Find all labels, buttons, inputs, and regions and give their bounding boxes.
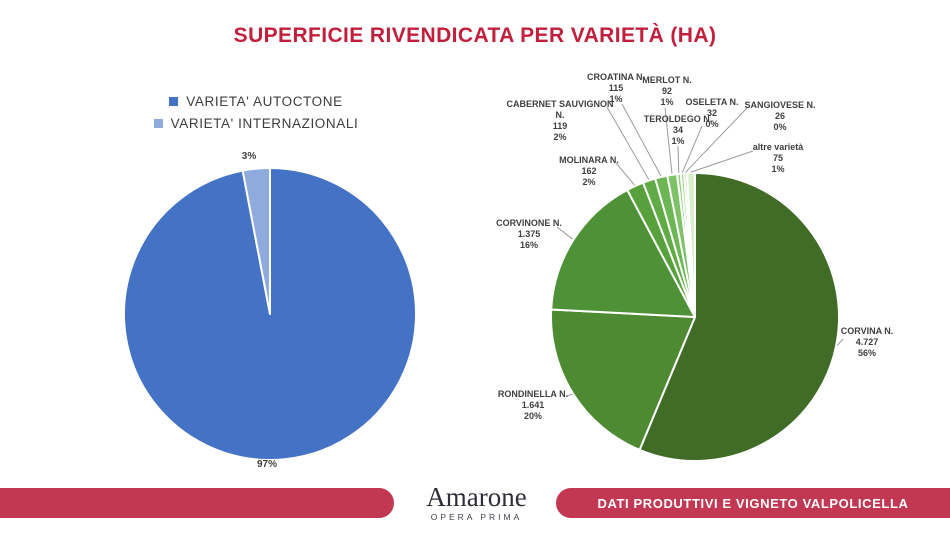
leader-line	[621, 103, 662, 177]
legend-item-autoctone: VARIETA' AUTOCTONE	[169, 94, 342, 109]
leader-line	[677, 145, 680, 173]
footer-left-bar	[0, 488, 394, 518]
brand-tagline: OPERA PRIMA	[430, 512, 523, 522]
pie-slice-corvinone-n	[550, 188, 696, 318]
leader-line	[681, 125, 703, 173]
footer-banner: DATI PRODUTTIVI E VIGNETO VALPOLICELLA	[556, 488, 950, 518]
pie-slice-altre-variet	[685, 172, 696, 318]
footer-banner-label: DATI PRODUTTIVI E VIGNETO VALPOLICELLA	[597, 495, 909, 511]
leader-line	[606, 106, 650, 180]
leader-line	[664, 107, 673, 174]
leader-line	[615, 162, 635, 186]
pie-slice-varieta-internazionali	[241, 167, 271, 315]
legend-label-internazionali: VARIETA' INTERNAZIONALI	[170, 116, 359, 131]
leader-line	[685, 107, 748, 173]
legend-label-autoctone: VARIETA' AUTOCTONE	[186, 94, 343, 109]
leader-line	[690, 150, 754, 173]
pie-slice-corvina-n	[638, 172, 840, 462]
chart-legend: VARIETA' AUTOCTONE VARIETA' INTERNAZIONA…	[110, 94, 402, 131]
pie-slice-rondinella-n	[550, 308, 696, 451]
legend-item-internazionali: VARIETA' INTERNAZIONALI	[153, 116, 359, 131]
slide-title: SUPERFICIE RIVENDICATA PER VARIETÀ (HA)	[233, 24, 717, 47]
leader-line	[836, 338, 844, 346]
leader-line	[565, 393, 573, 397]
legend-swatch-internazionali	[153, 119, 163, 128]
legend-swatch-autoctone	[169, 97, 179, 106]
leader-line	[556, 226, 573, 240]
brand-logo: Amarone OPERA PRIMA	[399, 482, 554, 523]
brand-name: Amarone	[426, 482, 527, 512]
